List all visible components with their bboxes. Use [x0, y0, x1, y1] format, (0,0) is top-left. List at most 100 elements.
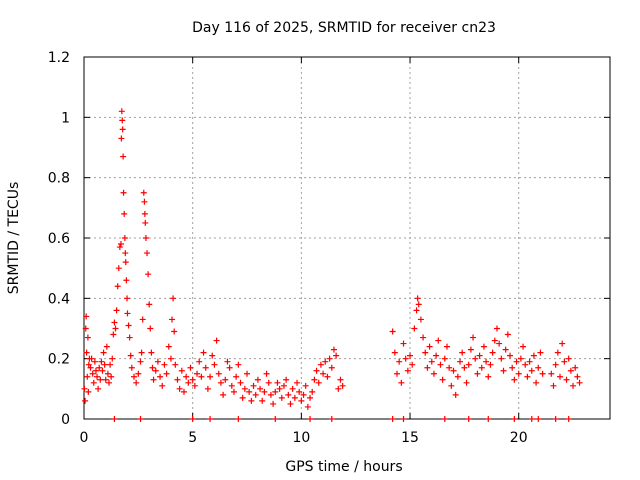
data-point	[119, 117, 126, 124]
data-point	[307, 416, 314, 422]
data-point	[120, 189, 127, 196]
data-point	[272, 388, 279, 395]
data-point	[226, 364, 233, 371]
data-point	[557, 373, 564, 380]
data-point	[339, 382, 346, 389]
data-point	[241, 385, 248, 392]
data-point	[185, 379, 192, 386]
data-point	[121, 235, 128, 241]
data-point	[461, 364, 468, 371]
data-point	[121, 210, 128, 217]
data-point	[548, 370, 555, 377]
data-point	[115, 265, 122, 272]
data-point	[333, 352, 340, 359]
data-point	[283, 376, 290, 383]
data-point	[465, 416, 472, 422]
data-point	[302, 382, 309, 389]
data-point	[99, 367, 106, 374]
data-point	[504, 331, 511, 338]
data-point	[259, 397, 266, 404]
data-point	[148, 349, 155, 356]
data-point	[82, 397, 89, 404]
data-point	[452, 391, 459, 398]
data-point	[87, 364, 94, 371]
data-point	[474, 370, 481, 377]
data-point	[457, 358, 464, 365]
x-tick-label: 5	[188, 430, 197, 446]
data-point	[265, 379, 272, 386]
data-point	[204, 385, 211, 392]
data-point	[130, 373, 137, 380]
data-point	[102, 376, 109, 383]
data-point	[459, 349, 466, 356]
data-point	[237, 379, 244, 386]
data-point	[524, 373, 531, 380]
data-point	[147, 325, 154, 332]
data-point	[230, 388, 237, 395]
data-point	[330, 346, 337, 353]
data-point	[307, 394, 314, 401]
x-tick-labels: 0 5 10 15 20	[80, 430, 528, 446]
data-point	[559, 340, 566, 347]
data-point	[90, 379, 97, 386]
data-point	[142, 219, 149, 226]
x-tick-label: 0	[80, 430, 89, 446]
y-tick-label: 0.6	[48, 231, 70, 247]
data-point	[433, 352, 440, 359]
data-point	[222, 376, 229, 383]
data-point	[163, 370, 170, 377]
data-point	[81, 385, 88, 392]
data-point	[472, 355, 479, 362]
data-point	[435, 337, 442, 344]
data-point	[276, 385, 283, 392]
data-point	[224, 358, 231, 365]
data-point	[250, 382, 257, 389]
data-point	[480, 343, 487, 350]
data-point	[287, 400, 294, 407]
data-point	[487, 361, 494, 368]
data-point	[491, 337, 498, 344]
y-tick-label: 0.4	[48, 291, 70, 307]
data-point	[407, 352, 414, 359]
data-point	[126, 334, 133, 341]
data-point	[476, 352, 483, 359]
data-point	[263, 370, 270, 377]
data-point	[111, 319, 118, 326]
data-point	[141, 198, 148, 205]
data-point	[441, 355, 448, 362]
data-point	[522, 361, 529, 368]
data-point	[489, 349, 496, 356]
data-point	[104, 370, 111, 377]
data-point	[511, 376, 518, 383]
data-point	[328, 364, 335, 371]
data-point	[171, 328, 178, 335]
data-point	[215, 370, 222, 377]
data-point	[515, 370, 522, 377]
data-point	[116, 244, 123, 251]
data-point	[411, 325, 418, 332]
data-point	[125, 322, 132, 329]
data-point	[428, 358, 435, 365]
data-point	[389, 328, 396, 335]
axis-ticks	[83, 56, 610, 420]
data-point	[391, 349, 398, 356]
data-point	[198, 373, 205, 380]
data-point	[565, 416, 572, 422]
data-point	[137, 358, 144, 365]
data-point	[246, 388, 253, 395]
data-point	[413, 307, 420, 314]
data-point	[498, 355, 505, 362]
data-point	[565, 355, 572, 362]
data-point	[537, 349, 544, 356]
data-point	[124, 310, 131, 317]
data-point	[335, 385, 342, 392]
data-point	[539, 370, 546, 377]
data-point	[337, 376, 344, 383]
data-point	[209, 352, 216, 359]
data-point	[304, 403, 311, 410]
data-point	[252, 391, 259, 398]
data-point	[84, 334, 91, 341]
data-point	[441, 416, 448, 422]
data-point	[493, 325, 500, 332]
